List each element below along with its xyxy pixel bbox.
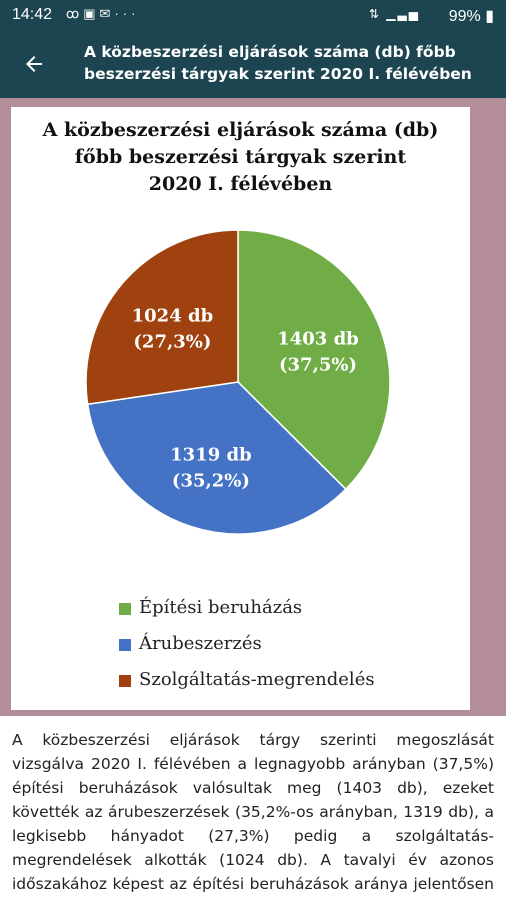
chart-title-line-1: A közbeszerzési eljárások száma (db) [42,119,439,141]
pie-data-label: (35,2%) [172,470,250,491]
legend-label: Szolgáltatás-megrendelés [139,669,375,690]
app-bar: A közbeszerzési eljárások száma (db) főb… [0,30,506,98]
chart-title: A közbeszerzési eljárások száma (db) főb… [11,117,470,198]
page-title: A közbeszerzési eljárások száma (db) főb… [84,43,472,83]
legend-swatch [119,675,131,687]
pie-slice [85,229,239,406]
pie-data-label: 1024 db [132,305,214,326]
image-icon: ▣ [83,6,100,21]
legend-label: Építési beruházás [139,597,303,618]
pie-slice [237,229,391,491]
back-button[interactable] [18,48,50,80]
article-body: A közbeszerzési eljárások tárgy szerinti… [0,716,506,900]
voicemail-icon: ꝏ [66,6,84,21]
more-icon: ··· [114,6,140,21]
chart-title-line-3: 2020 I. félévében [148,173,333,195]
chart-title-line-2: főbb beszerzési tárgyak szerint [74,146,407,168]
pie-slice [86,381,347,535]
pie-chart: 1403 db (37,5%) 1319 db (35,2%) 1024 db (27,3… [85,229,391,535]
legend-swatch [119,639,131,651]
status-bar: 14:42 ꝏ▣✉··· ⇅ ▁▃▅ 99% ▮ [0,0,506,30]
mail-icon: ✉ [99,6,115,21]
arrow-left-icon [26,56,42,72]
battery-indicator: 99% ▮ [448,8,494,25]
pie-data-label: 1319 db [170,444,252,465]
status-time: 14:42 [12,6,53,23]
legend-label: Árubeszerzés [139,633,262,654]
notification-icons: ꝏ▣✉··· [66,6,139,22]
signal-icon: ⇅ ▁▃▅ [368,7,420,21]
battery-icon: ▮ [485,8,494,25]
pie-data-label: (37,5%) [279,355,357,376]
chart-card: A közbeszerzési eljárások száma (db) főb… [11,107,470,710]
article-paragraph: A közbeszerzési eljárások tárgy szerinti… [12,731,494,900]
pie-data-label: 1403 db [277,329,359,350]
legend-swatch [119,603,131,615]
pie-data-label: (27,3%) [133,331,211,352]
